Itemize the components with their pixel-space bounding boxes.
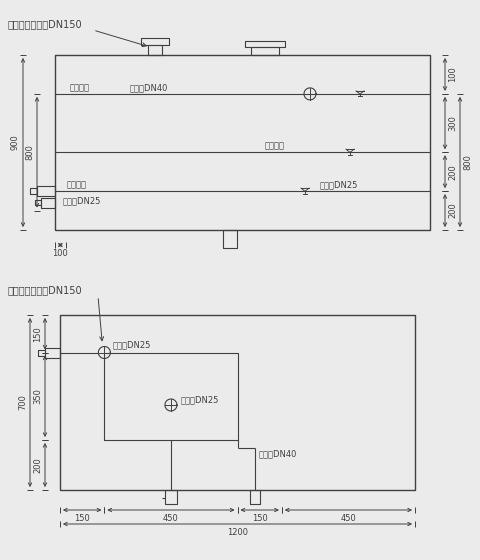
Text: 排污管DN25: 排污管DN25 [181,395,219,404]
Text: 350: 350 [33,388,42,404]
Text: 液位传感器管口DN150: 液位传感器管口DN150 [8,285,83,295]
Text: 200: 200 [448,164,457,180]
Text: 上限水位: 上限水位 [265,141,285,150]
Text: 膨胀水位: 膨胀水位 [70,83,90,92]
Text: 450: 450 [163,514,179,523]
Text: 100: 100 [448,67,457,82]
Text: 300: 300 [448,115,457,131]
Text: 200: 200 [33,457,42,473]
Text: 450: 450 [341,514,356,523]
Text: 800: 800 [25,144,34,160]
Text: 液位传感器管口DN150: 液位传感器管口DN150 [8,19,83,29]
Text: 1200: 1200 [227,528,248,537]
Text: 700: 700 [18,395,27,410]
Text: 150: 150 [252,514,267,523]
Text: 溢流管DN40: 溢流管DN40 [258,449,297,458]
Text: 150: 150 [33,326,42,342]
Text: 膨胀管DN25: 膨胀管DN25 [112,340,151,349]
Text: 排污管DN25: 排污管DN25 [320,180,359,189]
Text: 下限水位: 下限水位 [67,180,87,189]
Text: 150: 150 [74,514,90,523]
Text: 900: 900 [11,134,20,151]
Text: 膨胀管DN25: 膨胀管DN25 [63,196,101,205]
Text: 100: 100 [52,249,68,258]
Text: 200: 200 [448,203,457,218]
Text: 800: 800 [463,154,472,170]
Text: 溢流管DN40: 溢流管DN40 [130,83,168,92]
